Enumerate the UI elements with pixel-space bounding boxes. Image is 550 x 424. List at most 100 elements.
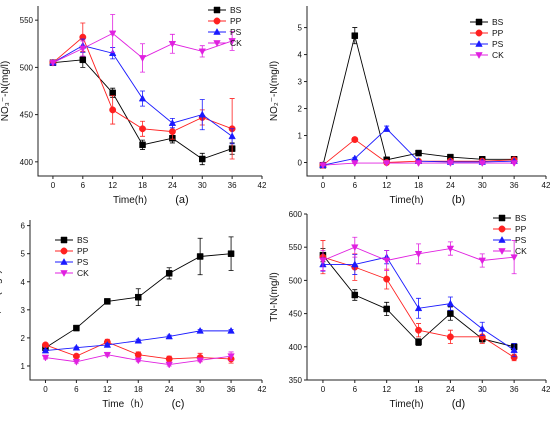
legend-label: BS <box>230 5 242 15</box>
y-tick-label: 6 <box>21 222 26 231</box>
data-point <box>135 293 142 301</box>
x-tick-label: 12 <box>382 181 391 190</box>
data-point <box>138 55 147 62</box>
data-point <box>79 45 87 53</box>
y-tick-label: 450 <box>20 111 34 120</box>
data-point <box>351 260 359 268</box>
legend-marker <box>213 40 221 47</box>
x-axis-label: Time(h) <box>113 195 147 206</box>
data-point <box>383 305 390 313</box>
x-tick-label: 42 <box>258 385 267 394</box>
data-point <box>351 32 359 39</box>
legend-marker <box>213 28 221 35</box>
data-point <box>79 56 87 64</box>
data-point <box>319 162 327 170</box>
y-tick-label: 450 <box>289 310 303 319</box>
legend-marker <box>475 40 483 47</box>
y-tick-label: 4 <box>21 278 26 287</box>
x-tick-label: 24 <box>446 385 455 394</box>
data-point <box>414 251 423 258</box>
data-point <box>134 351 142 359</box>
legend-label: PP <box>230 16 242 26</box>
legend-label: CK <box>492 50 504 60</box>
data-point <box>72 352 80 360</box>
y-tick-label: 2 <box>298 105 303 114</box>
data-point <box>227 353 235 361</box>
data-point <box>478 324 486 332</box>
data-point <box>138 94 147 102</box>
legend-marker <box>498 225 506 233</box>
data-point <box>478 160 486 168</box>
data-point <box>139 125 146 133</box>
data-point <box>414 304 423 312</box>
legend-marker <box>498 214 506 222</box>
x-tick-label: 12 <box>108 181 117 190</box>
panel-tag: (d) <box>452 398 465 410</box>
legend-label: CK <box>230 38 242 48</box>
data-point <box>198 110 206 118</box>
legend-label: PP <box>492 28 504 38</box>
data-point <box>49 59 57 67</box>
series-ps <box>41 326 235 354</box>
x-tick-label: 24 <box>168 181 177 190</box>
data-point <box>139 141 146 149</box>
data-point <box>446 245 455 253</box>
x-axis-label: Time(h) <box>389 195 423 206</box>
data-point <box>72 343 81 351</box>
x-tick-label: 6 <box>353 385 358 394</box>
y-tick-label: 600 <box>289 210 303 219</box>
data-point <box>382 257 391 265</box>
x-tick-label: 18 <box>138 181 147 190</box>
data-point <box>447 310 454 317</box>
legend-marker <box>475 18 483 26</box>
chart-panel-3: 0 6 12 18 24 30 36 42123456NH₄⁺-N(mg/l)Time（h）(… <box>0 220 267 410</box>
legend-label: CK <box>77 268 89 278</box>
x-tick-label: 6 <box>74 385 79 394</box>
legend-label: PS <box>77 257 89 267</box>
legend-label: BS <box>492 17 504 27</box>
series-ck <box>49 14 236 73</box>
data-point <box>382 160 391 168</box>
data-point <box>383 275 391 283</box>
legend-label: PS <box>230 27 242 37</box>
data-point <box>103 340 112 348</box>
y-tick-label: 3 <box>21 306 26 315</box>
data-point <box>73 324 80 332</box>
data-point <box>103 351 112 359</box>
data-point <box>446 299 455 307</box>
x-axis-label: Time(h) <box>389 399 423 410</box>
x-tick-label: 18 <box>134 385 143 394</box>
y-tick-label: 1 <box>21 362 26 371</box>
x-tick-label: 0 <box>51 181 56 190</box>
legend-marker <box>475 52 483 59</box>
data-point <box>165 332 173 340</box>
data-point <box>196 253 204 260</box>
axis-lines <box>306 6 546 177</box>
y-tick-label: 4 <box>298 51 303 60</box>
series-bs <box>49 51 236 166</box>
chart-panel-1: 0 6 12 18 24 30 36 42 400 450 500 550 NO₃⁻-N(mg/l) Ti… <box>0 5 267 206</box>
data-point <box>510 346 518 353</box>
x-tick-label: 30 <box>478 181 487 190</box>
data-point <box>109 89 116 97</box>
x-tick-label: 30 <box>196 385 205 394</box>
legend-label: PP <box>77 246 89 256</box>
data-point <box>199 155 206 163</box>
x-tick-label: 6 <box>353 181 358 190</box>
y-tick-label: 2 <box>21 334 26 343</box>
y-tick-label: 5 <box>298 24 303 33</box>
data-point <box>196 326 204 334</box>
x-tick-label: 0 <box>43 385 48 394</box>
data-point <box>351 291 359 299</box>
data-point <box>510 160 518 168</box>
data-point <box>108 30 117 38</box>
legend-marker <box>60 247 68 255</box>
y-axis-label: TN-N(mg/l) <box>269 272 280 321</box>
y-tick-label: 3 <box>298 78 303 87</box>
x-tick-label: 0 <box>321 385 326 394</box>
series-ck <box>319 160 518 170</box>
chart-panel-4: 0 6 12 18 24 30 36 42 350 400 450 500 550 600 TN-N(mg/… <box>269 210 550 410</box>
legend-marker <box>213 6 221 14</box>
